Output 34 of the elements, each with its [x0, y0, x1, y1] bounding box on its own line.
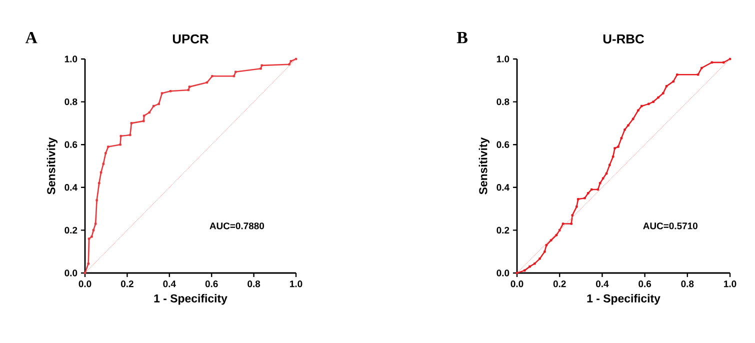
x-tick-label: 0.2 [120, 280, 134, 288]
y-tick-label: 0.2 [64, 226, 78, 234]
text: B [456, 32, 468, 44]
y-tick-label: 0.2 [496, 226, 510, 234]
x-tick-label: 1.0 [724, 280, 736, 288]
x-tick-label: 0.2 [553, 280, 566, 288]
y-tick-label: 1.0 [496, 56, 510, 62]
chart-title: UPCR [172, 34, 209, 44]
x-tick-label: 0.0 [510, 280, 524, 288]
x-tick-label: 1.0 [290, 280, 302, 288]
y-tick-label: 0.8 [64, 98, 78, 106]
y-tick-label: 1.0 [64, 56, 78, 62]
y-tick-label: 0.4 [496, 184, 510, 191]
x-tick-label: 0.6 [638, 280, 652, 288]
y-tick-label: 0.8 [496, 98, 510, 106]
x-axis-title: 1 - Specificity [154, 294, 228, 305]
x-tick-label: 0.8 [248, 280, 260, 288]
y-tick-label: 0.0 [64, 270, 78, 276]
y-axis-title: Sensitivity [46, 137, 58, 194]
y-tick-label: 0.6 [496, 141, 510, 148]
x-tick-label: 0.6 [205, 280, 218, 288]
x-tick-label: 0.0 [78, 280, 92, 288]
y-axis-title: Sensitivity [478, 137, 490, 194]
x-axis-title: 1 - Specificity [587, 294, 660, 305]
annotation: AUC=0.5710 [643, 222, 698, 230]
x-tick-label: 0.8 [681, 280, 694, 288]
x-tick-label: 0.4 [596, 280, 609, 288]
annotation: AUC=0.7880 [210, 222, 264, 230]
chart-title: U-RBC [603, 34, 644, 44]
text: A [25, 32, 38, 44]
y-tick-label: 0.6 [64, 141, 78, 148]
x-tick-label: 0.4 [163, 280, 176, 288]
y-tick-label: 0.0 [496, 270, 510, 276]
y-tick-label: 0.4 [64, 184, 78, 191]
